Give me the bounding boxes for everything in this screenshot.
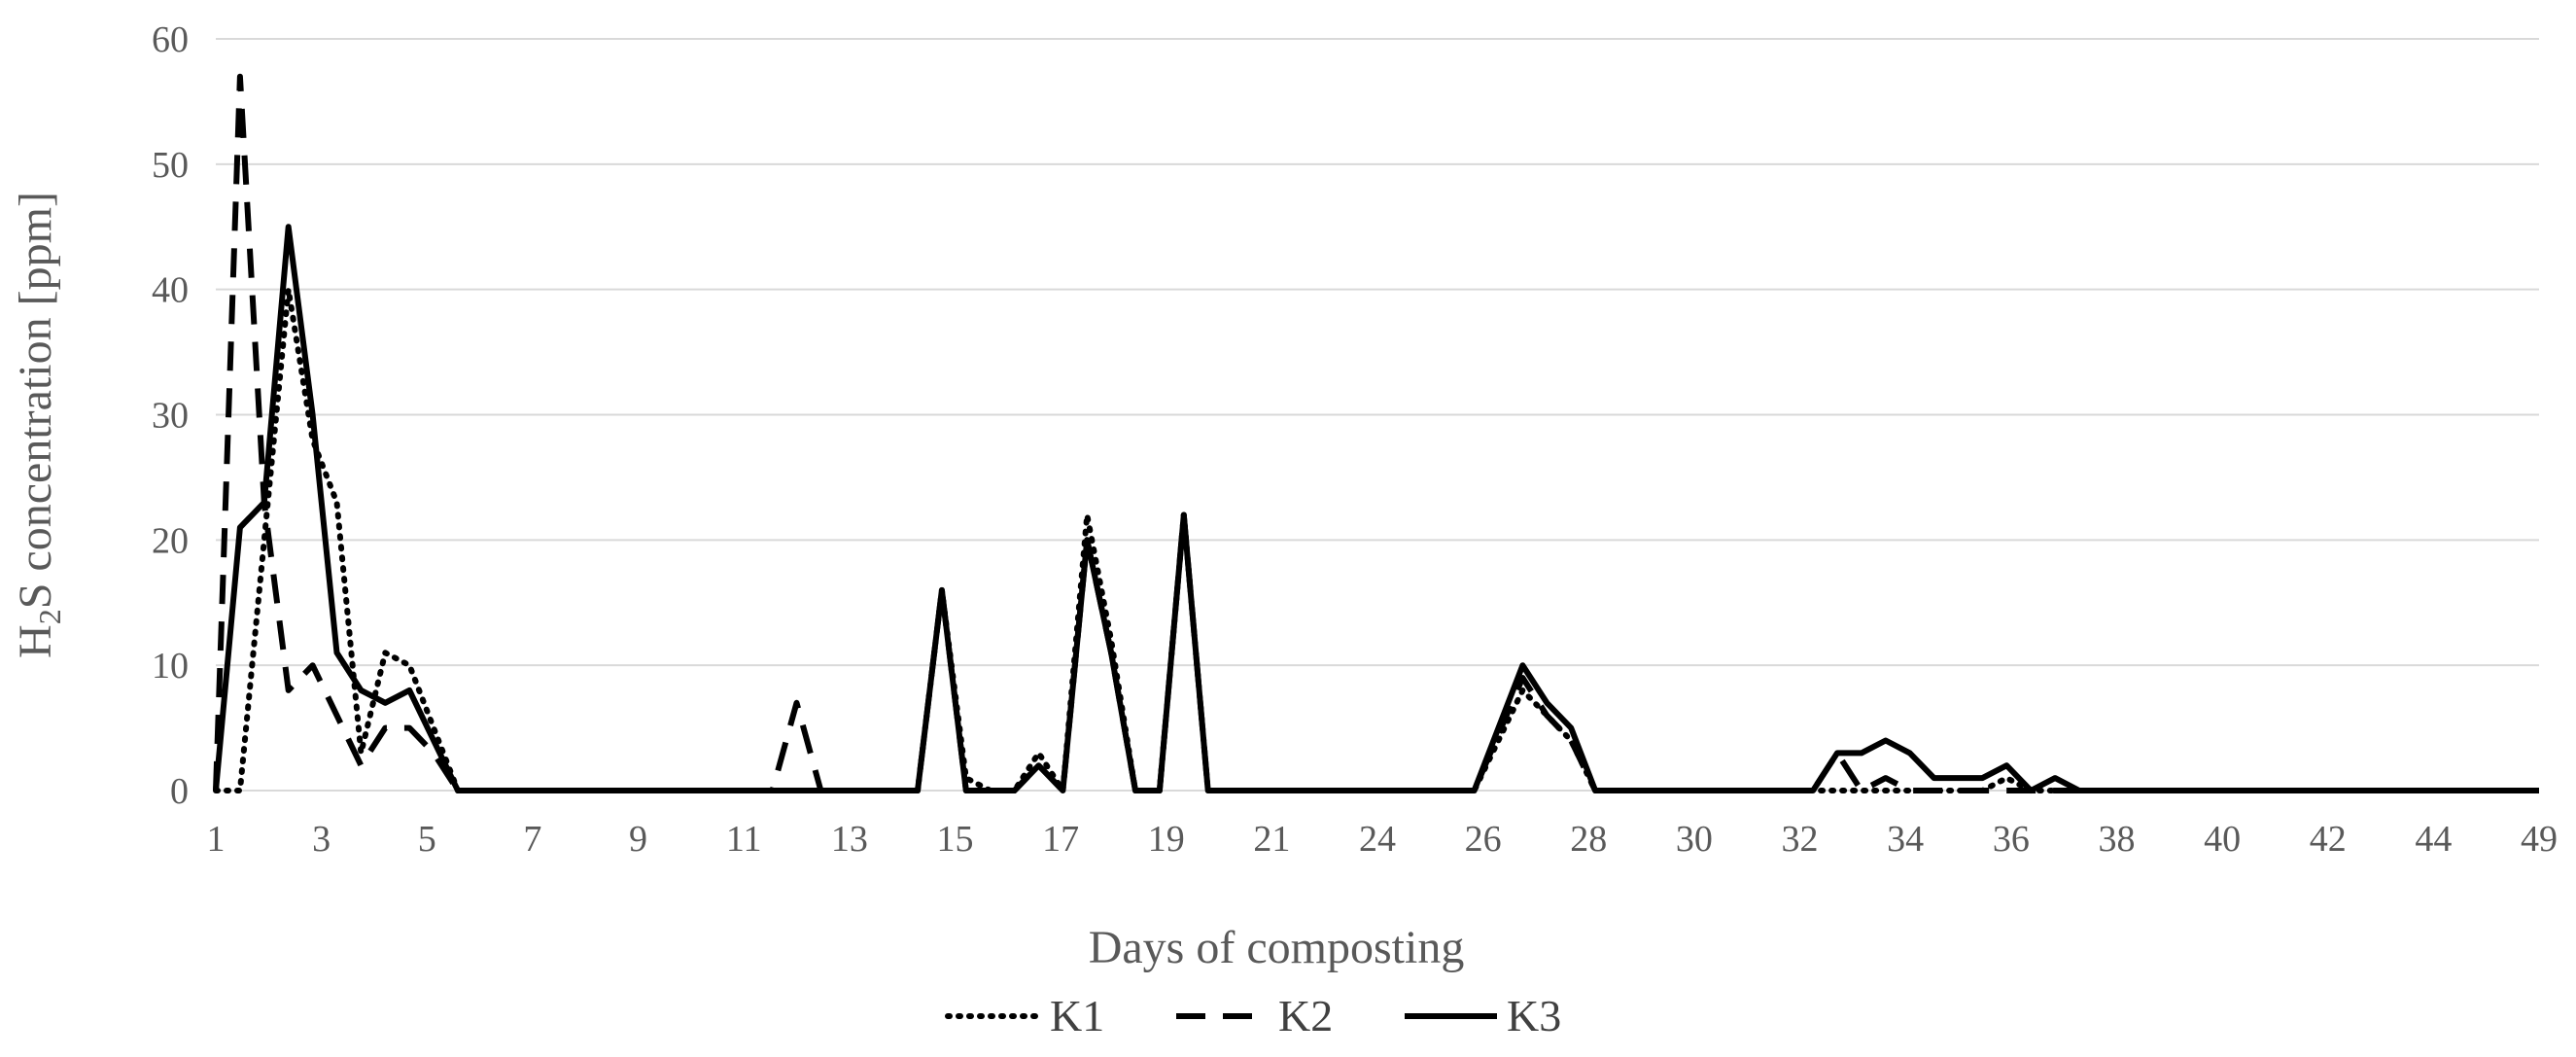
- x-tick-label: 36: [1993, 819, 2030, 860]
- y-tick-label: 10: [152, 646, 189, 687]
- x-tick-label: 1: [207, 819, 226, 860]
- x-tick-label: 49: [2521, 819, 2558, 860]
- y-axis-title: H2S concentration [ppm]: [10, 192, 67, 658]
- x-axis-ticks: 1 3 5 7 9 11 13 15 17 19 21 24 26 28 30 32 34 36 38 40 42 44 4…: [207, 819, 2559, 860]
- x-tick-label: 17: [1042, 819, 1079, 860]
- series-lines: [213, 73, 2542, 793]
- y-axis-ticks: 0 10 20 30 40 50 60: [152, 19, 189, 812]
- series-line-k3: [213, 224, 2539, 793]
- x-tick-label: 15: [936, 819, 973, 860]
- legend-label-k1: K1: [1050, 991, 1104, 1040]
- x-tick-label: 30: [1676, 819, 1713, 860]
- legend-label-k2: K2: [1278, 991, 1333, 1040]
- y-axis-title-part-1: H: [10, 624, 61, 658]
- x-tick-label: 28: [1570, 819, 1607, 860]
- x-tick-label: 44: [2415, 819, 2452, 860]
- x-tick-label: 32: [1782, 819, 1819, 860]
- y-axis-title-subscript: 2: [32, 609, 67, 624]
- legend-label-k3: K3: [1507, 991, 1561, 1040]
- x-tick-label: 5: [418, 819, 436, 860]
- series-line-k2: [213, 73, 2539, 793]
- x-tick-label: 9: [629, 819, 647, 860]
- x-tick-label: 24: [1359, 819, 1396, 860]
- x-tick-label: 13: [831, 819, 868, 860]
- x-axis-title: Days of composting: [1089, 922, 1465, 973]
- y-tick-label: 40: [152, 270, 189, 311]
- x-tick-label: 11: [726, 819, 762, 860]
- x-tick-label: 42: [2310, 819, 2347, 860]
- x-tick-label: 3: [312, 819, 331, 860]
- y-tick-label: 0: [170, 771, 189, 812]
- y-tick-label: 60: [152, 19, 189, 60]
- x-tick-label: 26: [1465, 819, 1502, 860]
- y-tick-label: 50: [152, 145, 189, 186]
- legend: K1 K2 K3: [945, 991, 1561, 1040]
- x-tick-label: 40: [2204, 819, 2241, 860]
- x-tick-label: 34: [1887, 819, 1924, 860]
- x-tick-label: 7: [523, 819, 541, 860]
- gridlines: [216, 38, 2539, 792]
- y-tick-label: 30: [152, 396, 189, 437]
- x-tick-label: 19: [1148, 819, 1185, 860]
- x-tick-label: 38: [2098, 819, 2135, 860]
- y-axis-title-part-2: S concentration [ppm]: [10, 192, 61, 609]
- y-tick-label: 20: [152, 520, 189, 561]
- x-tick-label: 21: [1253, 819, 1290, 860]
